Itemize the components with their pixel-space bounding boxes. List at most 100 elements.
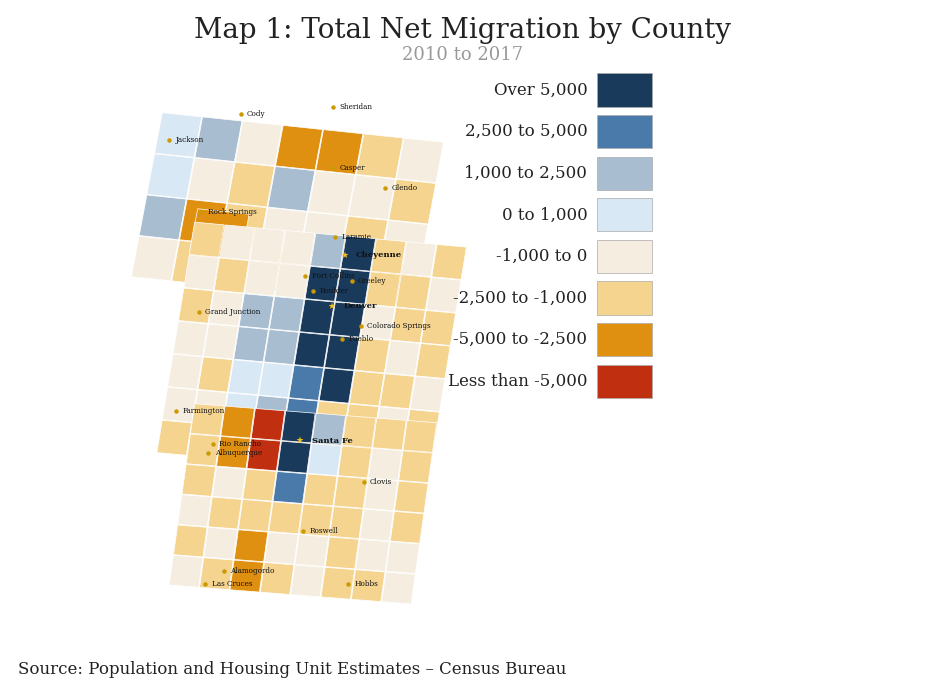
Polygon shape <box>340 236 376 271</box>
Polygon shape <box>219 225 254 260</box>
Text: Colorado Springs: Colorado Springs <box>367 322 431 330</box>
Text: Denver: Denver <box>343 302 376 310</box>
Polygon shape <box>403 421 437 453</box>
Text: ★: ★ <box>340 251 348 259</box>
Text: Clovis: Clovis <box>370 477 392 486</box>
Polygon shape <box>187 423 222 458</box>
Text: Pueblo: Pueblo <box>349 335 374 343</box>
Polygon shape <box>373 418 406 450</box>
Polygon shape <box>275 263 310 299</box>
Polygon shape <box>344 404 378 439</box>
Text: Jackson: Jackson <box>176 136 204 144</box>
Polygon shape <box>316 130 363 174</box>
Polygon shape <box>213 467 246 499</box>
Polygon shape <box>154 113 202 157</box>
Polygon shape <box>400 443 434 477</box>
Polygon shape <box>360 509 393 541</box>
Text: Albuquerque: Albuquerque <box>215 449 262 457</box>
Text: Casper: Casper <box>339 164 365 173</box>
Polygon shape <box>308 170 355 216</box>
Polygon shape <box>260 563 294 595</box>
Polygon shape <box>375 407 409 441</box>
Polygon shape <box>308 444 341 475</box>
Polygon shape <box>295 534 328 566</box>
Polygon shape <box>239 500 272 532</box>
Polygon shape <box>329 507 364 538</box>
Text: ★: ★ <box>296 437 303 445</box>
Polygon shape <box>314 401 349 436</box>
Polygon shape <box>208 497 241 529</box>
Polygon shape <box>300 299 335 334</box>
Polygon shape <box>365 272 401 307</box>
Polygon shape <box>253 249 300 294</box>
Bar <box>597 198 652 231</box>
Polygon shape <box>399 450 432 483</box>
Text: -5,000 to -2,500: -5,000 to -2,500 <box>453 331 587 348</box>
Text: Santa Fe: Santa Fe <box>312 437 352 445</box>
Bar <box>597 73 652 107</box>
Polygon shape <box>396 274 431 310</box>
Polygon shape <box>342 416 376 448</box>
Text: Grand Junction: Grand Junction <box>205 308 261 316</box>
Polygon shape <box>242 469 277 501</box>
Polygon shape <box>303 474 337 506</box>
Text: -2,500 to -1,000: -2,500 to -1,000 <box>453 290 587 306</box>
Polygon shape <box>290 565 325 597</box>
Text: Greeley: Greeley <box>358 277 387 286</box>
Polygon shape <box>301 212 348 256</box>
Polygon shape <box>186 434 220 466</box>
Polygon shape <box>215 258 249 293</box>
Polygon shape <box>325 335 359 370</box>
Text: 2,500 to 5,000: 2,500 to 5,000 <box>464 123 587 140</box>
Polygon shape <box>330 302 364 337</box>
Text: Farmington: Farmington <box>182 407 225 415</box>
Polygon shape <box>382 572 415 604</box>
Polygon shape <box>179 288 213 323</box>
Polygon shape <box>421 310 456 346</box>
Text: Hobbs: Hobbs <box>354 579 378 588</box>
Polygon shape <box>386 542 420 574</box>
Polygon shape <box>190 209 249 258</box>
Polygon shape <box>334 476 367 508</box>
Polygon shape <box>364 479 398 511</box>
Polygon shape <box>368 448 402 480</box>
Polygon shape <box>220 204 266 248</box>
Polygon shape <box>228 162 275 207</box>
Polygon shape <box>432 245 466 279</box>
Polygon shape <box>268 166 315 211</box>
Polygon shape <box>319 368 354 403</box>
Polygon shape <box>252 408 285 441</box>
Polygon shape <box>283 398 318 433</box>
Text: ★: ★ <box>327 302 335 310</box>
Polygon shape <box>250 228 285 263</box>
Polygon shape <box>191 404 224 436</box>
Text: Rock Springs: Rock Springs <box>208 208 257 216</box>
Polygon shape <box>336 269 370 304</box>
Bar <box>597 115 652 148</box>
Polygon shape <box>212 245 259 289</box>
Text: Cody: Cody <box>247 109 265 118</box>
Text: 1,000 to 2,500: 1,000 to 2,500 <box>464 165 587 182</box>
Polygon shape <box>349 175 396 220</box>
Polygon shape <box>404 410 439 444</box>
Polygon shape <box>269 297 304 331</box>
Polygon shape <box>244 261 279 296</box>
Text: 0 to 1,000: 0 to 1,000 <box>501 207 587 223</box>
Polygon shape <box>179 200 227 244</box>
Polygon shape <box>204 527 238 559</box>
Polygon shape <box>184 255 218 290</box>
Polygon shape <box>248 428 282 464</box>
Polygon shape <box>235 121 282 166</box>
Polygon shape <box>234 529 268 562</box>
Polygon shape <box>371 239 406 274</box>
Polygon shape <box>230 560 264 592</box>
Polygon shape <box>216 437 250 468</box>
Text: -1,000 to 0: -1,000 to 0 <box>496 248 587 265</box>
Polygon shape <box>289 365 324 401</box>
Polygon shape <box>167 354 203 389</box>
Polygon shape <box>385 341 420 376</box>
Polygon shape <box>350 371 384 406</box>
Polygon shape <box>340 216 388 261</box>
Polygon shape <box>380 374 414 409</box>
Polygon shape <box>240 294 274 328</box>
